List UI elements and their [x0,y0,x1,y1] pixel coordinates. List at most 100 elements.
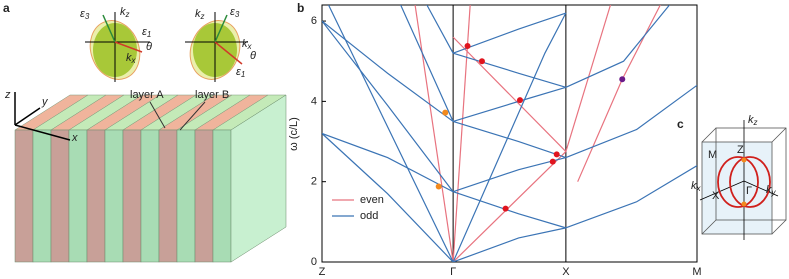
crossing-point [502,205,509,212]
band-line [565,165,697,229]
band-line [452,120,567,159]
band-line [452,12,567,54]
label: M [708,149,717,161]
label: kz [195,8,205,21]
label: kz [748,114,758,127]
panel-label: b [297,1,304,15]
y-tick-label: 6 [311,15,317,27]
label: ε1 [142,26,151,39]
axis-label: y [41,96,49,108]
x-axis [14,124,71,141]
x-tick-label: M [692,266,701,278]
label: kz [120,6,130,19]
y-tick-label: 4 [311,95,317,107]
layer-label: layer B [195,89,229,101]
band-line [322,133,454,262]
band-line [565,84,697,159]
axis-label: z [4,89,11,101]
band-line [452,151,567,262]
band-line [414,5,454,262]
layer-front [32,129,52,263]
edge [701,219,717,235]
cube-back [715,127,787,221]
crossing-point [619,76,626,83]
label: X [712,190,720,202]
layer-front [194,129,214,263]
axis-label: x [71,132,78,144]
band-line [322,20,454,122]
axis [114,41,143,53]
edge [771,127,787,143]
band-line [452,157,567,193]
band-line [322,20,454,193]
edge [771,219,787,235]
label: kx [242,38,253,51]
axis [214,14,228,43]
axis [699,180,745,201]
y-axis [14,107,41,126]
y-axis-label: ω (c/L) [288,117,300,151]
label: θ [146,41,152,53]
layer-front [50,129,70,263]
pointer [149,101,166,129]
band-line [565,5,670,88]
crossing-point [435,183,442,190]
band-line [565,5,612,152]
y-tick-label: 0 [311,256,317,268]
x-tick-label: Γ [450,266,456,278]
layered-slab [14,94,287,263]
ring [729,156,771,208]
x-tick-label: Z [319,266,326,278]
axis [102,14,116,43]
y-tick-label: 2 [311,176,317,188]
band-line [328,5,454,262]
layer-front [104,129,124,263]
layer-front [68,129,88,263]
dot [741,157,747,163]
label: ε1 [236,66,245,79]
band-line [452,52,567,88]
label: kx [691,180,702,193]
legend-label: even [360,194,384,206]
ring [717,156,759,208]
band-line [452,12,567,262]
layer-front [14,129,34,263]
edge [701,127,717,143]
crossing-point [478,58,485,65]
band-line [322,132,454,193]
axis [743,180,779,197]
x-tick-label: X [562,266,570,278]
layer-front [212,129,232,263]
layer-front [158,129,178,263]
band-line [452,191,567,229]
layer-front [86,129,106,263]
band-line [400,5,454,122]
band-chart: Z Γ X M 0 2 4 6 even odd [311,4,702,278]
label: Γ [746,185,752,197]
layer-front [140,129,160,263]
label: ε3 [230,6,240,19]
layer-side [230,94,287,263]
panel-label: a [3,1,10,15]
axes-a [14,92,71,141]
legend-label: odd [360,210,378,222]
band-line [452,86,567,123]
brillouin-zone [699,120,787,240]
label: θ [250,50,256,62]
crossing-point [516,97,523,104]
layer-label: layer A [130,89,164,101]
crossing-point [464,42,471,49]
crossing-point [442,109,449,116]
label: ε3 [80,8,90,21]
dot [741,201,747,207]
pointer [179,101,206,131]
layer-front [122,129,142,263]
crossing-point [549,158,556,165]
panel-label: c [677,117,684,131]
ellipsoids [85,12,248,82]
band-line [452,227,567,262]
label: Z [737,144,744,156]
layer-front [176,129,196,263]
band-line [426,5,454,54]
